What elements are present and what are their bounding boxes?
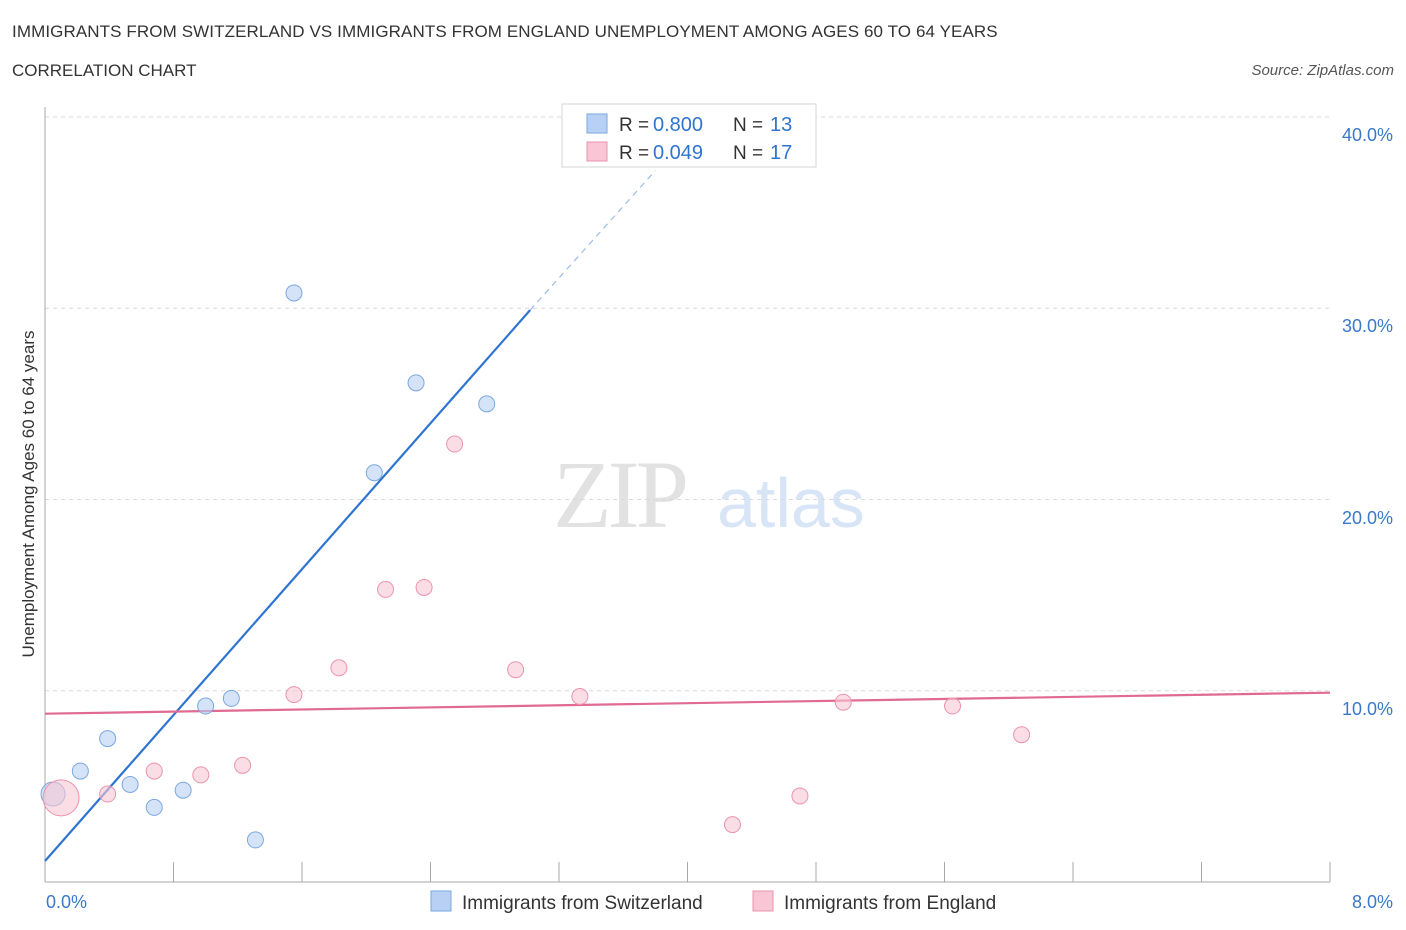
chart-subtitle: CORRELATION CHART (12, 61, 197, 80)
stats-legend-r-value-switzerland: 0.800 (653, 114, 703, 136)
point-england-7 (377, 580, 395, 598)
point-england-9 (446, 435, 464, 453)
point-england-11 (571, 687, 589, 705)
point-england-8 (415, 578, 433, 596)
point-england-15 (944, 697, 962, 715)
trendline-england (44, 691, 1331, 715)
stats-legend-n-label-switzerland: N = (733, 115, 768, 136)
stats-legend-swatch-switzerland (586, 113, 608, 134)
source-attribution: Source: ZipAtlas.com (1251, 62, 1394, 79)
point-switzerland-10 (365, 464, 383, 482)
series-legend: Immigrants from Switzerland Immigrants f… (430, 890, 996, 914)
series-legend-label-switzerland: Immigrants from Switzerland (462, 893, 703, 914)
y-tick-label-20: 20.0% (1342, 508, 1393, 528)
point-england-10 (507, 661, 525, 679)
trendline-switzerland (44, 309, 531, 862)
point-england-6 (330, 659, 348, 677)
stats-legend-n-value-switzerland: 13 (770, 114, 792, 136)
y-tick-label-40: 40.0% (1342, 125, 1393, 145)
y-tick-label-30: 30.0% (1342, 316, 1393, 336)
point-england-0 (42, 779, 80, 817)
point-england-13 (791, 787, 809, 805)
grid-lines (45, 116, 1330, 692)
axes (44, 107, 1331, 883)
stats-legend-r-label-switzerland: R = (619, 115, 654, 136)
point-england-5 (285, 686, 303, 704)
point-switzerland-12 (478, 395, 496, 413)
point-england-14 (834, 693, 852, 711)
y-tick-label-10: 10.0% (1342, 699, 1393, 719)
point-england-2 (145, 762, 163, 780)
point-england-1 (99, 785, 117, 803)
series-legend-swatch-switzerland (430, 890, 452, 912)
point-switzerland-5 (174, 781, 192, 799)
watermark-atlas: atlas (717, 464, 865, 542)
point-switzerland-4 (145, 798, 163, 816)
stats-legend-n-label-england: N = (733, 143, 768, 164)
point-switzerland-8 (246, 831, 264, 849)
x-tick-label-max: 8.0% (1352, 892, 1393, 912)
point-switzerland-3 (121, 775, 139, 793)
stats-legend-n-value-england: 17 (770, 142, 792, 164)
point-england-3 (192, 766, 210, 784)
data-points (40, 284, 1031, 849)
chart-title: IMMIGRANTS FROM SWITZERLAND VS IMMIGRANT… (12, 22, 998, 41)
point-switzerland-9 (285, 284, 303, 302)
stats-legend: R = 0.800 N = 13 R = 0.049 N = 17 (561, 103, 817, 168)
point-switzerland-11 (407, 374, 425, 392)
point-switzerland-6 (197, 697, 215, 715)
watermark-zip: ZIP (553, 441, 686, 548)
point-switzerland-7 (222, 689, 240, 707)
point-switzerland-1 (71, 762, 89, 780)
point-england-4 (234, 756, 252, 774)
stats-legend-r-value-england: 0.049 (653, 142, 703, 164)
trendline-switzerland-extension (529, 170, 656, 311)
point-switzerland-2 (99, 730, 117, 748)
point-england-12 (723, 816, 741, 834)
y-axis-title: Unemployment Among Ages 60 to 64 years (19, 331, 38, 658)
point-england-16 (1013, 726, 1031, 744)
x-tick-label-min: 0.0% (46, 892, 87, 912)
stats-legend-swatch-england (586, 141, 608, 162)
series-legend-label-england: Immigrants from England (784, 893, 996, 914)
trendlines (44, 170, 1331, 862)
stats-legend-r-label-england: R = (619, 143, 654, 164)
series-legend-swatch-england (752, 890, 774, 912)
